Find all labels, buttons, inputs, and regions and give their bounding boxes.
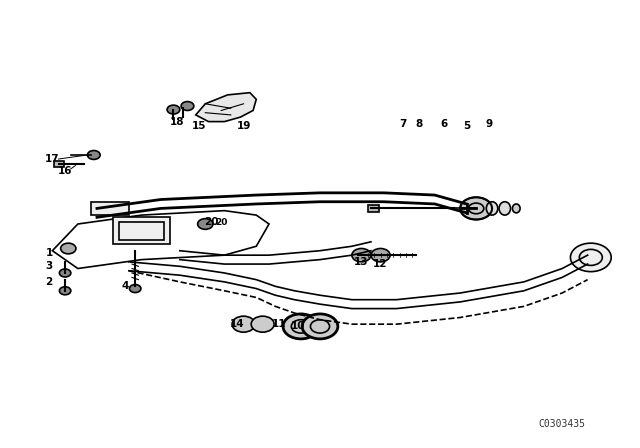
Bar — [368, 205, 380, 211]
Ellipse shape — [513, 204, 520, 213]
Circle shape — [167, 105, 180, 114]
Bar — [113, 217, 170, 244]
Text: 15: 15 — [191, 121, 206, 131]
Circle shape — [251, 316, 274, 332]
Ellipse shape — [486, 202, 498, 215]
Text: 14: 14 — [230, 319, 244, 329]
Circle shape — [570, 243, 611, 271]
Text: 5: 5 — [463, 121, 470, 131]
Ellipse shape — [499, 202, 511, 215]
Circle shape — [129, 284, 141, 293]
Text: 6: 6 — [440, 119, 448, 129]
Circle shape — [60, 269, 71, 277]
Text: 1: 1 — [45, 248, 53, 258]
Text: 7: 7 — [399, 119, 406, 129]
Text: 18: 18 — [170, 116, 184, 127]
Bar — [54, 161, 64, 167]
Polygon shape — [196, 93, 256, 121]
Text: 8: 8 — [415, 119, 422, 129]
Text: 20: 20 — [204, 217, 219, 227]
Circle shape — [181, 102, 194, 111]
Circle shape — [198, 219, 213, 229]
Circle shape — [60, 287, 71, 295]
Circle shape — [302, 314, 338, 339]
Text: 9: 9 — [485, 119, 492, 129]
Text: 20: 20 — [215, 218, 227, 227]
Text: 2: 2 — [45, 277, 53, 287]
Circle shape — [371, 249, 390, 262]
Circle shape — [232, 316, 255, 332]
Text: 13: 13 — [354, 257, 369, 267]
Text: 11: 11 — [271, 319, 286, 329]
Bar — [91, 202, 129, 215]
Circle shape — [61, 243, 76, 254]
Text: 3: 3 — [45, 261, 53, 271]
Circle shape — [460, 197, 492, 220]
Text: C0303435: C0303435 — [539, 419, 586, 429]
Circle shape — [283, 314, 319, 339]
Circle shape — [88, 151, 100, 159]
Bar — [119, 222, 164, 240]
Text: 4: 4 — [122, 281, 129, 291]
Text: 19: 19 — [236, 121, 251, 131]
Text: 16: 16 — [58, 166, 72, 176]
Circle shape — [352, 249, 371, 262]
Text: 10: 10 — [291, 321, 305, 332]
Text: 17: 17 — [45, 155, 60, 164]
Text: 12: 12 — [373, 259, 388, 269]
